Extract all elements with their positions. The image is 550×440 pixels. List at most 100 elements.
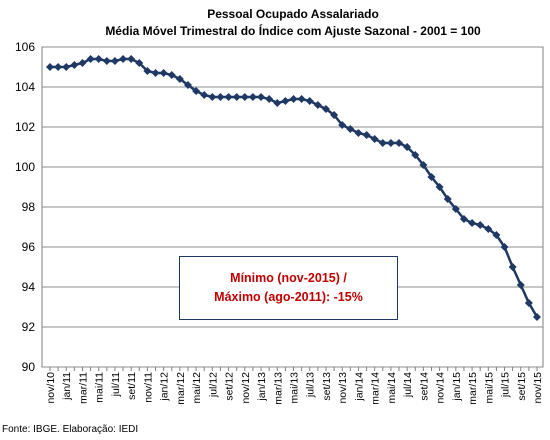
data-point: [297, 95, 306, 103]
gridlines: [41, 46, 544, 368]
y-tick-label: 94: [22, 280, 36, 294]
x-tick-label: jan/13: [256, 372, 268, 402]
x-tick-label: mai/14: [386, 372, 398, 404]
x-tick-label: mai/11: [94, 372, 106, 403]
x-tick-label: set/15: [516, 372, 528, 401]
x-tick-label: set/12: [224, 372, 236, 401]
y-axis: 90 92 94 96 98 100 102 104 106: [15, 40, 35, 374]
data-point: [370, 135, 379, 143]
data-point: [232, 93, 241, 101]
data-point: [102, 57, 111, 65]
x-tick-label: jan/12: [159, 372, 171, 402]
data-point: [378, 139, 387, 147]
data-point: [78, 59, 87, 67]
data-point: [240, 93, 249, 101]
data-point: [192, 87, 201, 95]
x-tick-label: mar/15: [467, 372, 479, 405]
x-tick-label: nov/12: [240, 372, 252, 404]
data-point: [224, 93, 233, 101]
x-tick-label: jul/14: [402, 372, 414, 398]
data-point: [119, 55, 128, 63]
x-axis: nov/10 jan/11 mar/11 mai/11 jul/11 set/11 nov/…: [45, 367, 544, 405]
data-point: [257, 93, 266, 101]
x-tick-label: nov/13: [337, 372, 349, 404]
data-point: [281, 97, 290, 105]
data-point: [533, 313, 541, 321]
x-tick-label: mar/12: [175, 372, 187, 405]
data-point: [313, 101, 322, 109]
data-point: [427, 173, 436, 181]
data-point: [419, 161, 428, 169]
data-point: [508, 263, 517, 271]
data-point: [159, 69, 168, 77]
data-point: [54, 63, 63, 71]
data-point: [127, 55, 136, 63]
data-point: [183, 81, 192, 89]
y-tick-label: 98: [22, 200, 36, 214]
y-tick-label: 102: [15, 120, 35, 134]
data-point: [435, 183, 444, 191]
data-point: [468, 219, 477, 227]
x-tick-label: mar/14: [370, 372, 382, 405]
data-point: [330, 111, 339, 119]
data-point: [516, 281, 525, 289]
data-point: [305, 97, 314, 105]
annotation-box: Mínimo (nov-2015) / Máximo (ago-2011): -…: [179, 256, 398, 320]
data-point: [110, 57, 119, 65]
y-tick-label: 90: [22, 360, 36, 374]
y-tick-label: 106: [15, 40, 35, 54]
x-tick-label: mar/11: [77, 372, 89, 404]
x-tick-label: nov/10: [45, 372, 57, 404]
y-tick-label: 92: [22, 320, 36, 334]
annotation-line-2: Máximo (ago-2011): -15%: [214, 290, 363, 304]
data-point: [524, 299, 533, 307]
data-point: [451, 205, 460, 213]
data-point: [151, 69, 160, 77]
annotation-line-1: Mínimo (nov-2015) /: [230, 271, 347, 285]
x-tick-label: jan/15: [451, 372, 463, 402]
data-point: [338, 121, 347, 129]
y-tick-label: 104: [15, 80, 35, 94]
data-point: [354, 129, 363, 137]
x-tick-label: jul/13: [305, 372, 317, 398]
data-point: [459, 215, 468, 223]
data-point: [403, 143, 412, 151]
data-point: [86, 55, 95, 63]
data-point: [216, 93, 225, 101]
data-point: [248, 93, 257, 101]
x-tick-label: jul/12: [207, 372, 219, 398]
x-tick-label: set/14: [418, 372, 430, 401]
data-point: [411, 151, 420, 159]
chart-title: Pessoal Ocupado Assalariado: [207, 7, 379, 21]
data-point: [70, 61, 79, 69]
x-tick-label: mai/15: [483, 372, 495, 404]
data-point: [443, 195, 452, 203]
x-tick-label: mai/12: [191, 372, 203, 404]
x-tick-label: jul/15: [500, 372, 512, 398]
x-tick-label: jan/14: [353, 372, 365, 402]
data-point: [321, 105, 330, 113]
data-point: [175, 75, 184, 83]
data-point: [167, 71, 176, 79]
y-tick-label: 100: [15, 160, 35, 174]
data-point: [346, 125, 355, 133]
x-tick-label: set/13: [321, 372, 333, 401]
x-tick-label: nov/14: [435, 372, 447, 404]
data-point: [62, 63, 71, 71]
data-point: [386, 139, 395, 147]
chart-subtitle: Média Móvel Trimestral do Índice com Aju…: [105, 23, 481, 38]
data-point: [135, 59, 144, 67]
data-point: [492, 231, 501, 239]
data-point: [500, 243, 509, 251]
data-point: [289, 95, 298, 103]
data-point: [208, 93, 217, 101]
x-tick-label: mai/13: [289, 372, 301, 404]
source-note: Fonte: IBGE. Elaboração: IEDI: [2, 424, 139, 435]
y-tick-label: 96: [22, 240, 36, 254]
data-point: [94, 55, 103, 63]
data-point: [273, 99, 282, 107]
data-point: [484, 225, 493, 233]
data-point: [46, 63, 54, 71]
data-point: [476, 221, 485, 229]
